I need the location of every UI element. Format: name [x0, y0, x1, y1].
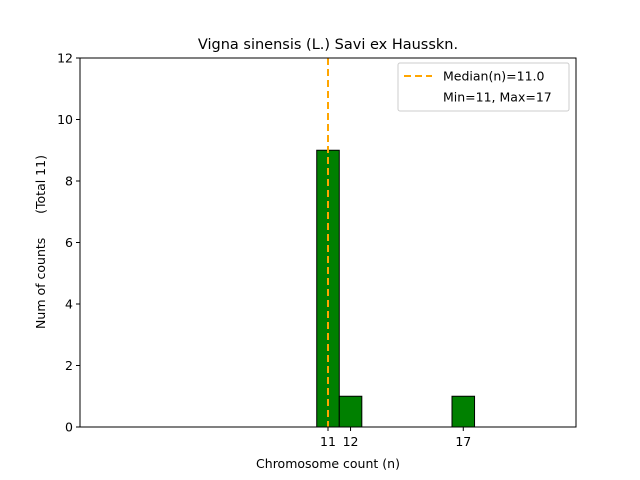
y-tick-label: 10: [57, 112, 73, 127]
legend: Median(n)=11.0 Min=11, Max=17: [397, 62, 570, 112]
y-tick-label: 0: [65, 420, 73, 435]
y-tick-label: 4: [65, 297, 73, 312]
y-tick-label: 2: [65, 358, 73, 373]
chart-title: Vigna sinensis (L.) Savi ex Hausskn.: [198, 37, 458, 53]
y-tick-label: 6: [65, 235, 73, 250]
y-axis-label: Num of counts (Total 11): [33, 155, 48, 329]
x-tick-label: 11: [320, 434, 336, 449]
y-tick-label: 12: [57, 51, 73, 66]
axes: 0 2 4 6 8 10 12 11 12 17: [57, 51, 577, 449]
x-tick-label: 17: [455, 434, 471, 449]
x-tick-label: 12: [343, 434, 359, 449]
y-tick-label: 8: [65, 174, 73, 189]
bar-12: [338, 395, 363, 428]
legend-entry-label: Median(n)=11.0: [443, 69, 544, 84]
legend-box: [397, 62, 570, 112]
bar-17: [451, 395, 476, 428]
legend-entry-label: Min=11, Max=17: [443, 90, 552, 105]
x-axis-label: Chromosome count (n): [256, 456, 400, 471]
